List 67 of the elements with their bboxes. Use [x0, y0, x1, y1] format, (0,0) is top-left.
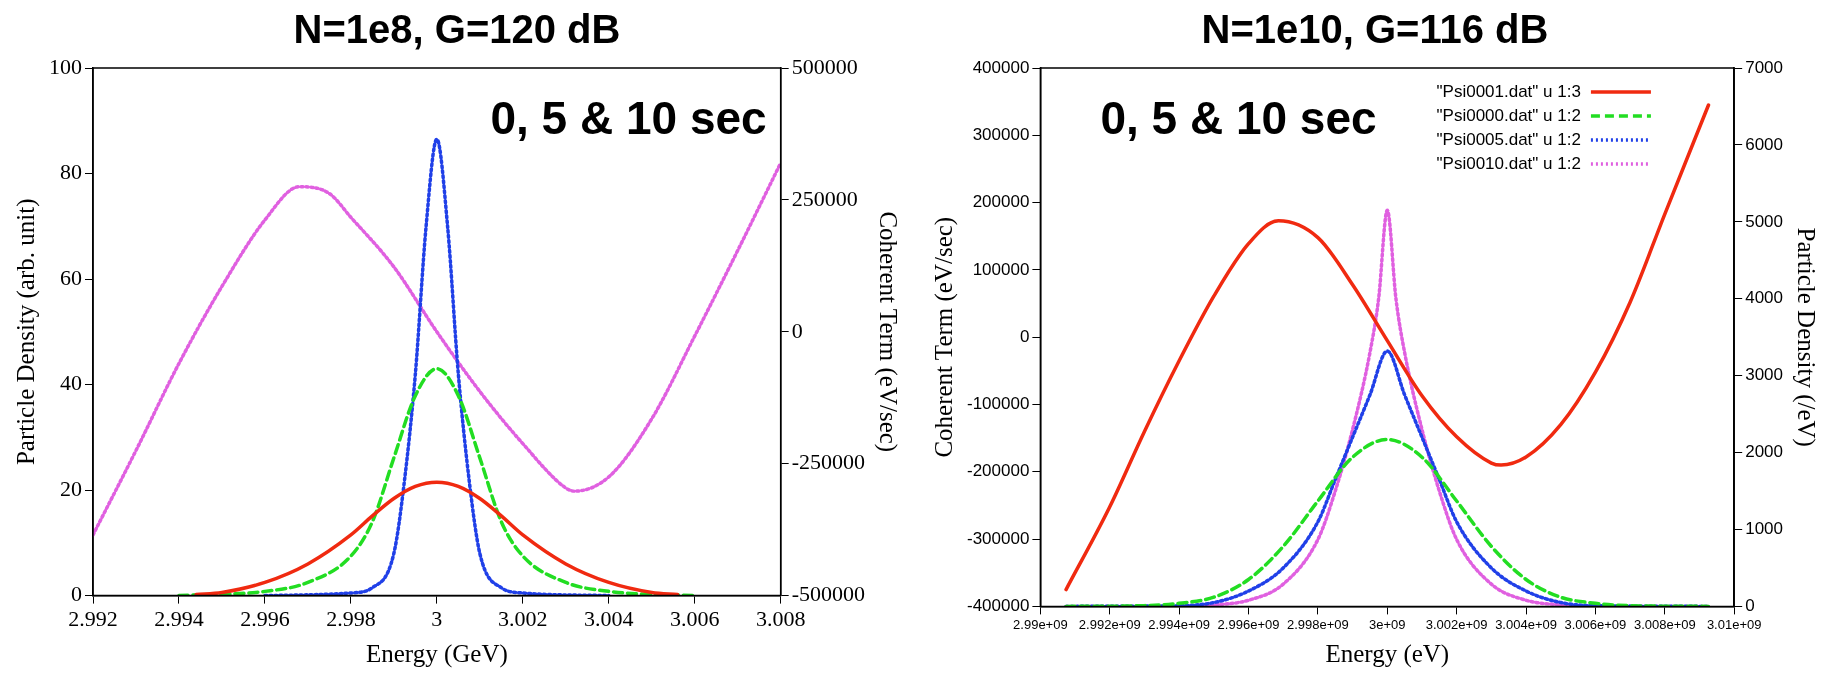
y-tick-label: 80	[60, 159, 82, 185]
y2-tick-label: -250000	[791, 449, 865, 475]
y-tick-label: 0	[71, 581, 82, 607]
x-tick-label: 3e+09	[1369, 616, 1406, 632]
x-tick-label: 3.006	[669, 605, 720, 631]
y2-axis-title: Particle Density (/eV)	[1792, 227, 1821, 447]
x-tick-label: 2.994	[154, 605, 204, 631]
y2-tick-label: 500000	[791, 53, 858, 79]
y2-tick-label: -500000	[791, 581, 865, 607]
y-tick-label: -400000	[967, 596, 1030, 616]
line-series	[1064, 437, 1711, 607]
x-axis-title: Energy (GeV)	[365, 639, 508, 668]
x-tick-label: 3.004e+09	[1495, 616, 1557, 632]
y2-tick-label: 0	[1745, 596, 1755, 616]
x-tick-label: 2.996e+09	[1217, 616, 1280, 632]
annotation: 0, 5 & 10 sec	[490, 91, 767, 144]
y-tick-label: 40	[60, 370, 82, 396]
legend-label: "Psi0010.dat" u 1:2	[1436, 153, 1581, 173]
y2-tick-label: 0	[791, 317, 803, 343]
y-axis-title: Coherent Term (eV/sec)	[929, 216, 958, 458]
legend-label: "Psi0001.dat" u 1:3	[1436, 81, 1581, 101]
x-tick-label: 3.008	[755, 605, 806, 631]
y2-tick-label: 4000	[1745, 288, 1784, 308]
chart-title: N=1e10, G=116 dB	[1201, 7, 1549, 52]
y-tick-label: -300000	[967, 528, 1030, 548]
x-tick-label: 2.99e+09	[1013, 616, 1068, 632]
y-tick-label: -100000	[967, 394, 1030, 414]
x-tick-label: 3.006e+09	[1564, 616, 1627, 632]
y-tick-label: 400000	[972, 57, 1030, 77]
y2-tick-label: 2000	[1745, 442, 1784, 462]
y-tick-label: 100000	[972, 259, 1030, 279]
x-axis-title: Energy (eV)	[1325, 639, 1450, 668]
y-tick-label: 60	[60, 264, 82, 290]
y2-tick-label: 1000	[1745, 519, 1784, 539]
y-axis-title: Particle Density (arb. unit)	[11, 198, 40, 466]
annotation: 0, 5 & 10 sec	[1100, 91, 1377, 144]
y-tick-label: 0	[1019, 326, 1030, 346]
y-tick-label: 200000	[972, 192, 1030, 212]
y2-tick-label: 250000	[791, 185, 858, 211]
x-tick-label: 2.992	[68, 605, 118, 631]
line-series	[194, 480, 680, 596]
y2-tick-label: 5000	[1745, 211, 1784, 231]
x-tick-label: 2.994e+09	[1148, 616, 1211, 632]
x-tick-label: 3.01e+09	[1706, 616, 1762, 632]
line-series	[177, 366, 697, 596]
legend-label: "Psi0000.dat" u 1:2	[1436, 105, 1581, 125]
x-tick-label: 3.002	[498, 605, 548, 631]
y-tick-label: -200000	[967, 461, 1030, 481]
x-tick-label: 2.996	[240, 605, 290, 631]
line-series	[93, 161, 781, 537]
line-series	[1064, 103, 1711, 592]
y2-axis-title: Coherent Term (eV/sec)	[874, 211, 903, 453]
chart-title: N=1e8, G=120 dB	[293, 7, 621, 52]
y-tick-label: 100	[49, 53, 82, 79]
y2-tick-label: 6000	[1745, 134, 1784, 154]
x-tick-label: 3.002e+09	[1425, 616, 1488, 632]
y-tick-label: 300000	[972, 124, 1030, 144]
x-tick-label: 3	[431, 605, 443, 631]
y2-tick-label: 3000	[1745, 365, 1784, 385]
legend-label: "Psi0005.dat" u 1:2	[1436, 129, 1581, 149]
y-tick-label: 20	[60, 475, 82, 501]
x-tick-label: 2.992e+09	[1078, 616, 1141, 632]
x-tick-label: 2.998e+09	[1286, 616, 1349, 632]
x-tick-label: 2.998	[326, 605, 376, 631]
x-tick-label: 3.004	[584, 605, 634, 631]
x-tick-label: 3.008e+09	[1633, 616, 1696, 632]
y2-tick-label: 7000	[1745, 57, 1784, 77]
